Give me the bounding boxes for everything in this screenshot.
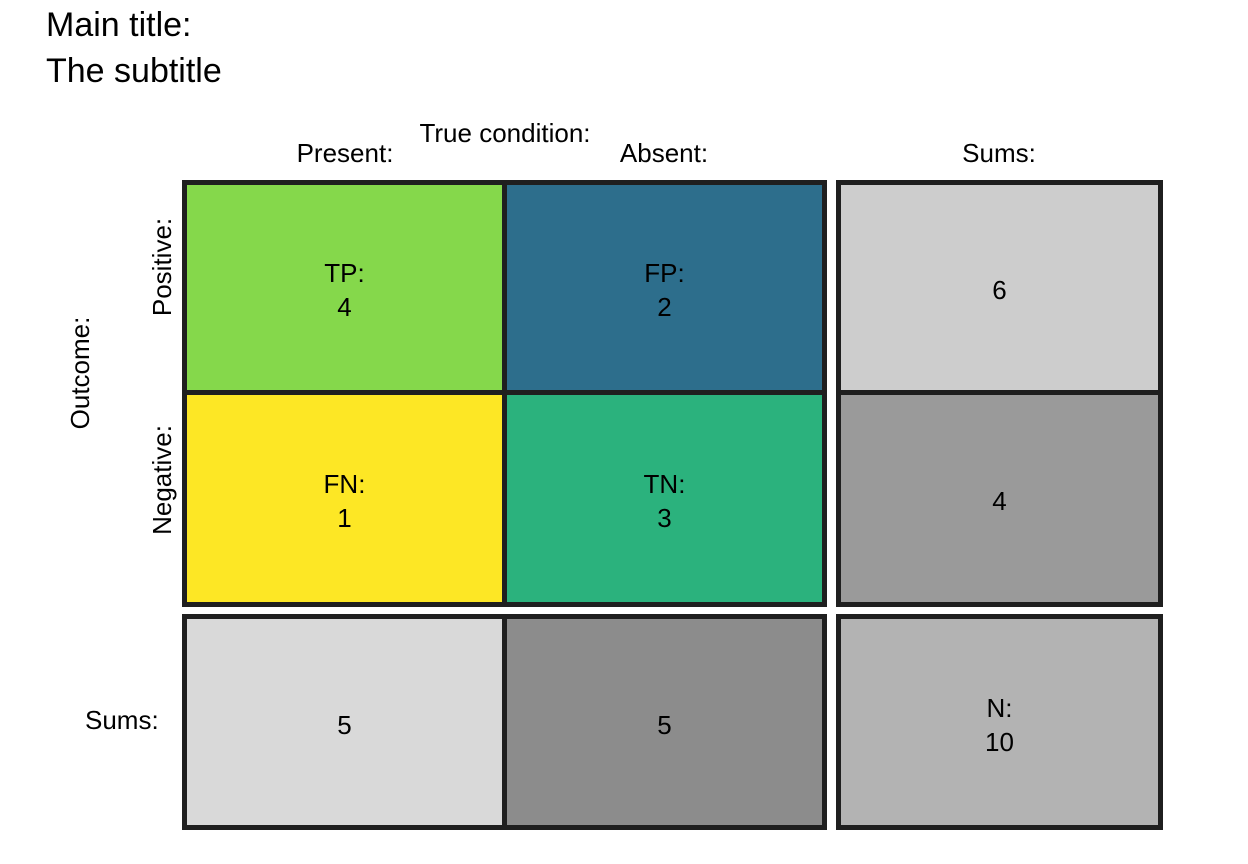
cell-fn: FN: 1 <box>182 390 507 607</box>
cell-tn: TN: 3 <box>502 390 827 607</box>
column-label-absent: Absent: <box>619 138 709 168</box>
row-sum-positive: 6 <box>836 180 1163 395</box>
column-sum-present-value: 5 <box>337 710 352 740</box>
cell-fn-text: FN: 1 <box>323 469 366 533</box>
row-sum-negative: 4 <box>836 390 1163 607</box>
cell-tp-text: TP: 4 <box>324 258 365 322</box>
column-sum-absent: 5 <box>502 614 827 830</box>
total-text: N: 10 <box>985 693 1014 757</box>
row-sum-negative-value: 4 <box>992 486 1007 516</box>
column-header: True condition: <box>419 118 591 148</box>
row-label-negative: Negative: <box>147 425 177 535</box>
row-label-positive: Positive: <box>147 217 177 317</box>
column-sum-absent-value: 5 <box>657 710 672 740</box>
cell-fp-text: FP: 2 <box>644 258 685 322</box>
row-sum-positive-value: 6 <box>992 275 1007 305</box>
column-sum-present: 5 <box>182 614 507 830</box>
row-label-sums: Sums: <box>85 705 159 735</box>
row-header: Outcome: <box>65 316 95 430</box>
cell-tp: TP: 4 <box>182 180 507 395</box>
cell-tn-text: TN: 3 <box>643 469 686 533</box>
cell-fp: FP: 2 <box>502 180 827 395</box>
column-label-present: Present: <box>296 138 394 168</box>
main-title: Main title: <box>46 6 192 44</box>
total-cell: N: 10 <box>836 614 1163 830</box>
column-label-sums: Sums: <box>962 138 1036 168</box>
subtitle: The subtitle <box>46 52 222 90</box>
